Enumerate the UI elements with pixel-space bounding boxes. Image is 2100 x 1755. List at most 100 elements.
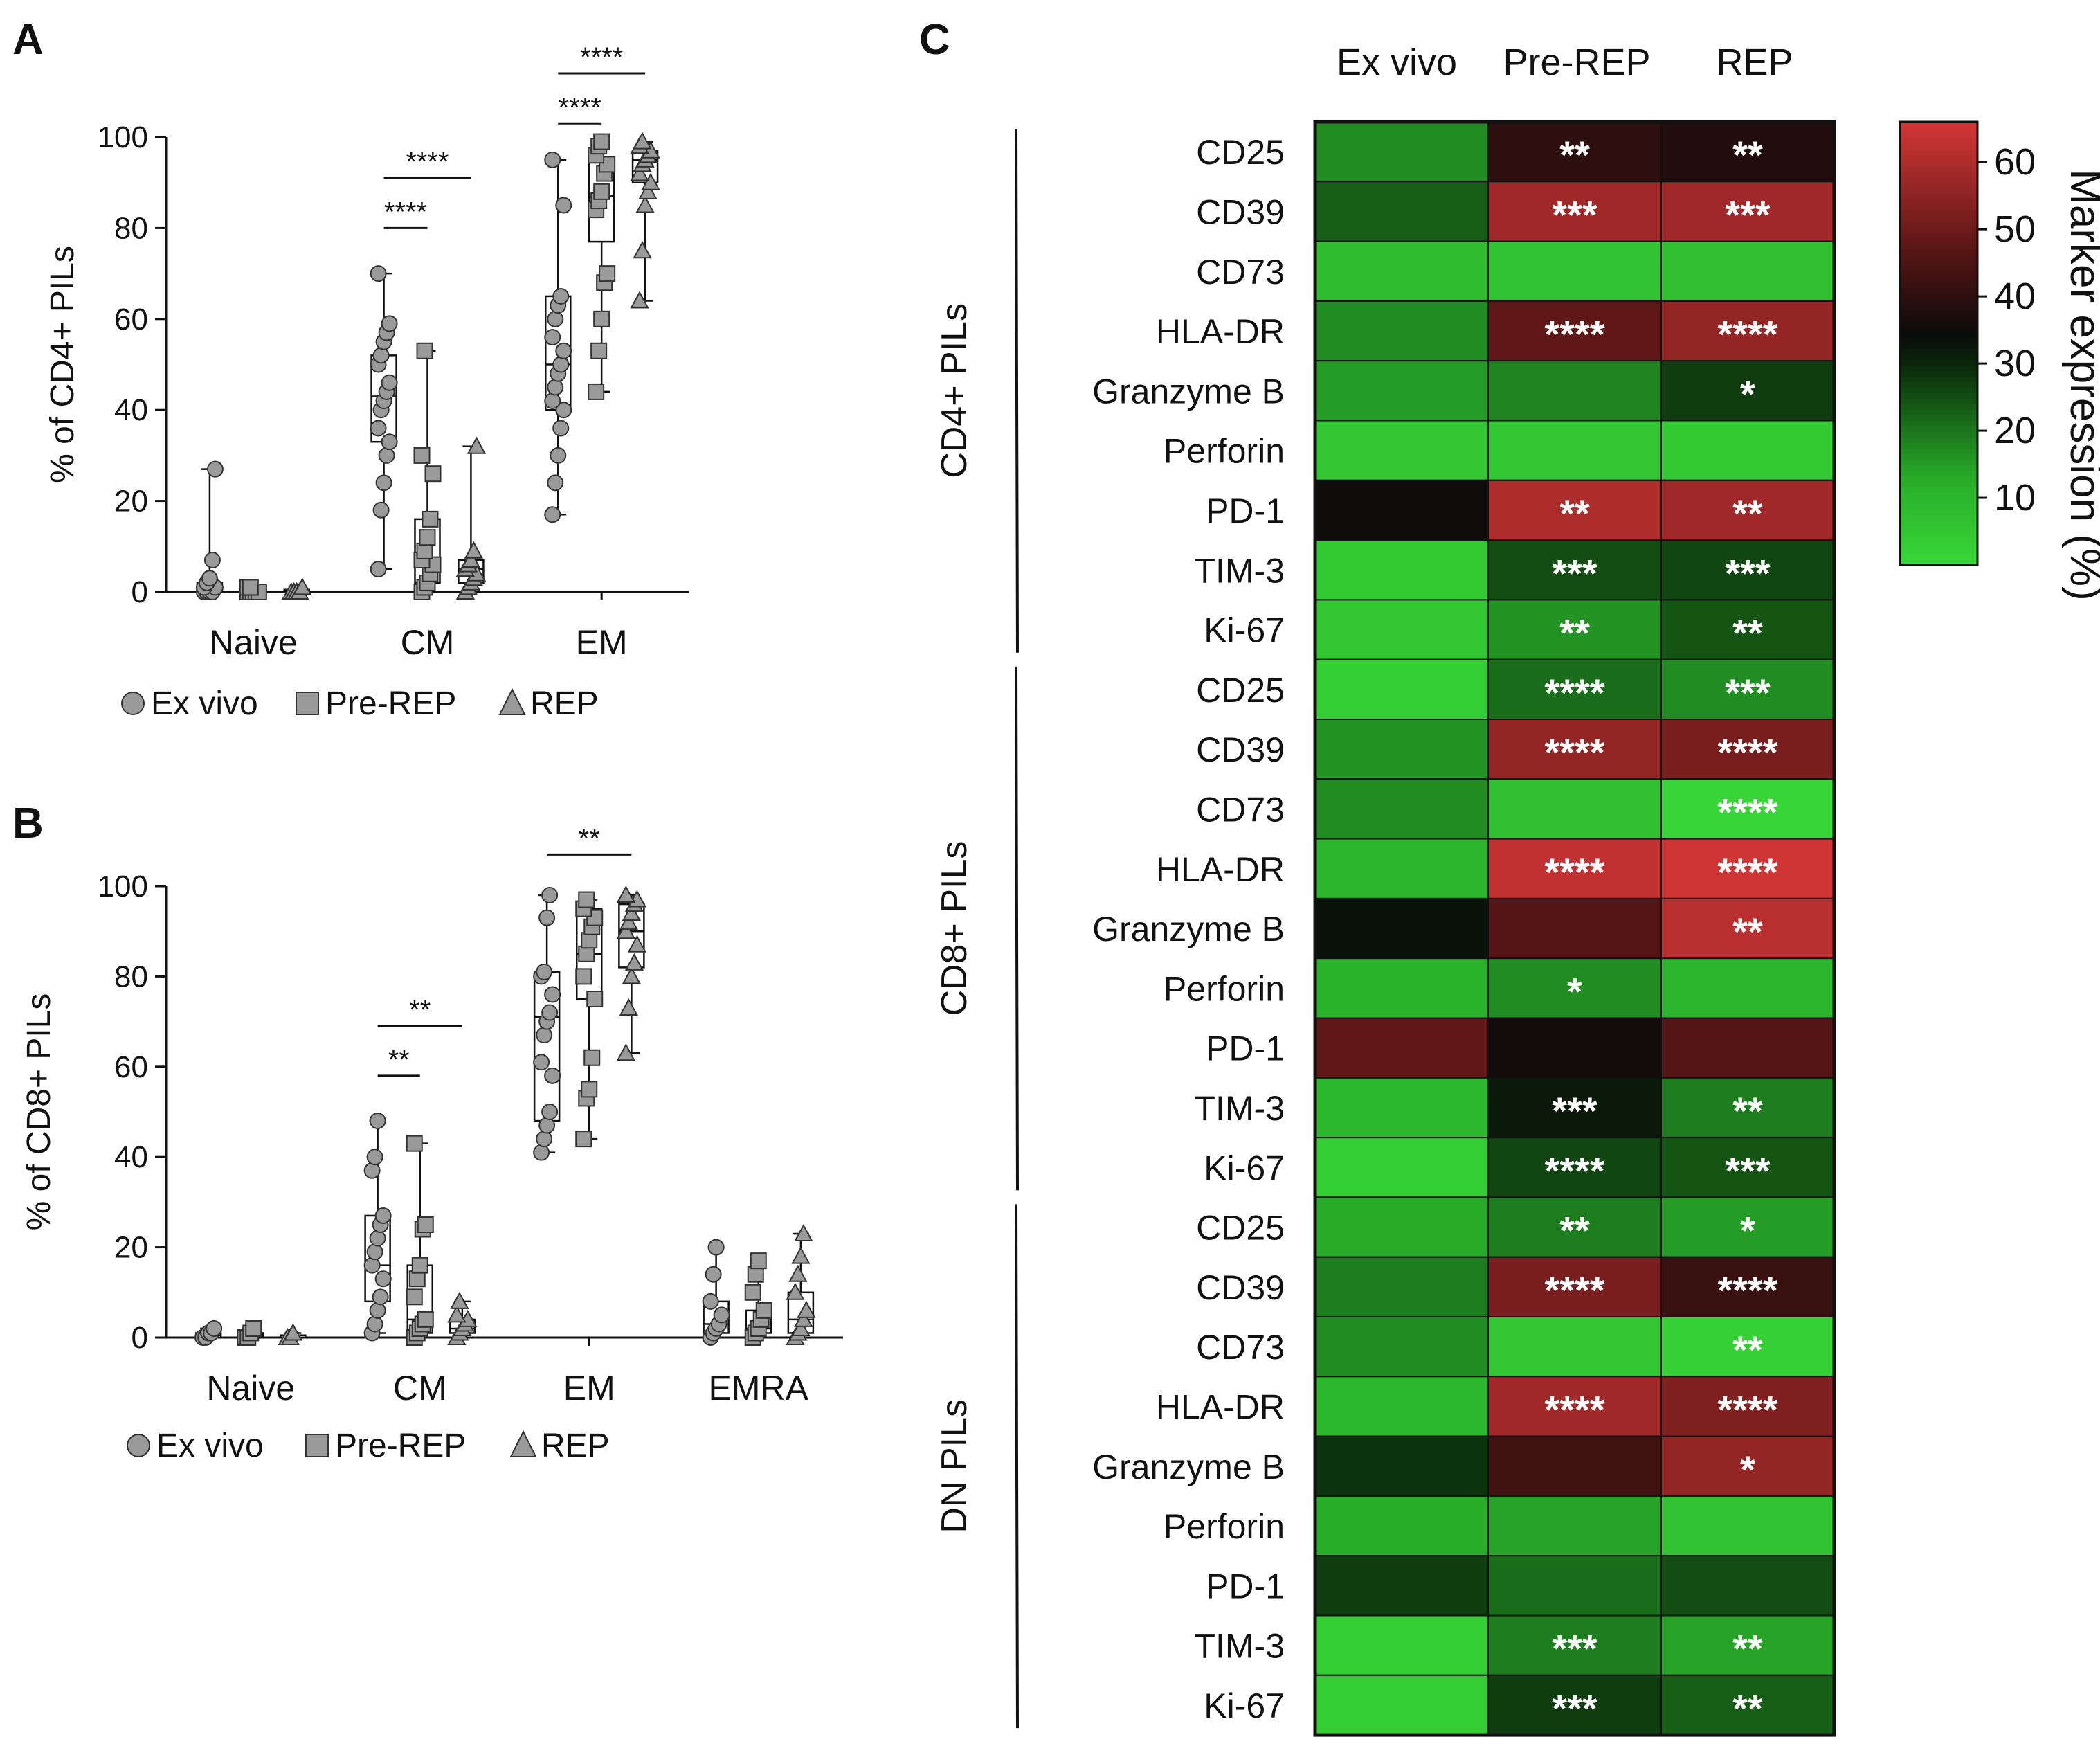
data-point	[635, 195, 655, 213]
significance-label: **	[409, 995, 431, 1025]
data-point	[536, 1027, 553, 1044]
data-point	[786, 1282, 805, 1300]
data-point	[381, 315, 398, 332]
heatmap-significance: ****	[1717, 312, 1777, 356]
legend-label: REP	[530, 685, 599, 722]
data-point	[293, 577, 312, 595]
heatmap-cell	[1314, 897, 1489, 960]
heatmap-significance: ***	[1552, 192, 1597, 236]
data-point	[206, 1320, 223, 1337]
data-point	[416, 342, 433, 359]
heatmap-row-label: Ki-67	[1204, 1149, 1285, 1187]
data-point	[547, 310, 564, 327]
legend: Ex vivo Pre-REP REP	[121, 685, 599, 722]
colorbar-tick-label: 40	[1994, 276, 2036, 317]
heatmap-row-label: HLA-DR	[1156, 1387, 1285, 1426]
colorbar-segment	[1900, 150, 1977, 156]
heatmap-row-label: Granzyme B	[1092, 910, 1285, 948]
data-point	[370, 561, 387, 578]
colorbar-segment	[1900, 271, 1977, 278]
heatmap-cell	[1660, 181, 1835, 242]
colorbar-segment	[1900, 354, 1977, 361]
colorbar-segment	[1900, 233, 1977, 239]
data-point	[467, 436, 487, 454]
colorbar-segment	[1900, 515, 1977, 521]
data-point	[206, 460, 224, 478]
colorbar-segment	[1900, 266, 1977, 272]
data-point	[616, 885, 636, 903]
colorbar-tick-label: 60	[1994, 141, 2036, 183]
colorbar-segment	[1900, 222, 1977, 228]
data-point	[370, 265, 387, 282]
heatmap-significance: ****	[1544, 1387, 1604, 1431]
colorbar-segment	[1900, 449, 1977, 455]
colorbar-segment	[1900, 432, 1977, 438]
colorbar-segment	[1900, 510, 1977, 516]
heatmap-significance: ****	[1544, 312, 1604, 356]
data-point	[552, 420, 570, 437]
colorbar-segment	[1900, 227, 1977, 233]
heatmap-significance: ***	[1725, 671, 1771, 714]
data-point	[378, 447, 395, 464]
colorbar-segment	[1900, 487, 1977, 494]
colorbar-segment	[1900, 332, 1977, 339]
heatmap-cell	[1487, 1077, 1662, 1139]
data-point	[575, 968, 592, 985]
y-tick-label: 100	[98, 870, 148, 903]
data-point	[755, 1302, 772, 1319]
heatmap-row-label: HLA-DR	[1156, 312, 1285, 351]
heatmap-cell	[1660, 957, 1835, 1019]
heatmap-significance: **	[1559, 1209, 1590, 1252]
significance-label: ****	[406, 147, 449, 177]
heatmap-row-label: PD-1	[1206, 1029, 1285, 1068]
panel-letter-c: C	[919, 16, 950, 64]
data-point	[552, 356, 570, 373]
heatmap-cell	[1314, 1077, 1489, 1139]
colorbar-segment	[1900, 249, 1977, 255]
heatmap-significance: **	[1732, 1686, 1763, 1730]
data-point	[622, 903, 642, 921]
heatmap-significance: ***	[1552, 1686, 1597, 1730]
data-point	[366, 1149, 383, 1166]
heatmap-significance: ****	[1544, 1268, 1604, 1312]
colorbar-segment	[1900, 537, 1977, 543]
data-point	[533, 1144, 550, 1161]
heatmap-cell	[1487, 1137, 1662, 1198]
heatmap-row-label: PD-1	[1206, 1567, 1285, 1605]
colorbar-segment	[1900, 166, 1977, 172]
heatmap-row-label: TIM-3	[1194, 1089, 1285, 1128]
data-point	[363, 1257, 381, 1274]
data-point	[788, 1264, 808, 1282]
heatmap-row-label: Granzyme B	[1092, 372, 1285, 411]
colorbar-segment	[1900, 310, 1977, 316]
data-point	[375, 474, 392, 492]
heatmap-cell	[1660, 599, 1835, 660]
heatmap-column-header: Ex vivo	[1337, 42, 1457, 83]
data-point	[555, 197, 572, 214]
colorbar-segment	[1900, 366, 1977, 372]
colorbar-segment	[1900, 133, 1977, 139]
y-tick-label: 60	[114, 303, 148, 336]
data-point	[372, 1288, 389, 1306]
heatmap-significance: **	[1732, 133, 1763, 177]
colorbar-segment	[1900, 238, 1977, 244]
y-tick-label: 40	[114, 393, 148, 427]
heatmap-cell	[1314, 1316, 1489, 1378]
data-point	[641, 172, 660, 190]
colorbar-segment	[1900, 371, 1977, 377]
heatmap-cell	[1660, 1614, 1835, 1676]
colorbar-segment	[1900, 399, 1977, 405]
data-point	[411, 1257, 428, 1274]
heatmap-row-label: CD39	[1196, 730, 1285, 769]
heatmap-significance: ****	[1544, 730, 1604, 774]
heatmap-cell	[1660, 420, 1835, 481]
legend-label: Ex vivo	[156, 1428, 264, 1464]
y-tick-label: 40	[114, 1140, 148, 1174]
data-point	[541, 1004, 559, 1021]
heatmap-cell	[1487, 240, 1662, 302]
heatmap-cell	[1487, 1017, 1662, 1079]
data-point	[283, 1323, 303, 1341]
data-point	[201, 570, 218, 587]
data-point	[555, 342, 572, 359]
heatmap-cell	[1487, 1435, 1662, 1497]
